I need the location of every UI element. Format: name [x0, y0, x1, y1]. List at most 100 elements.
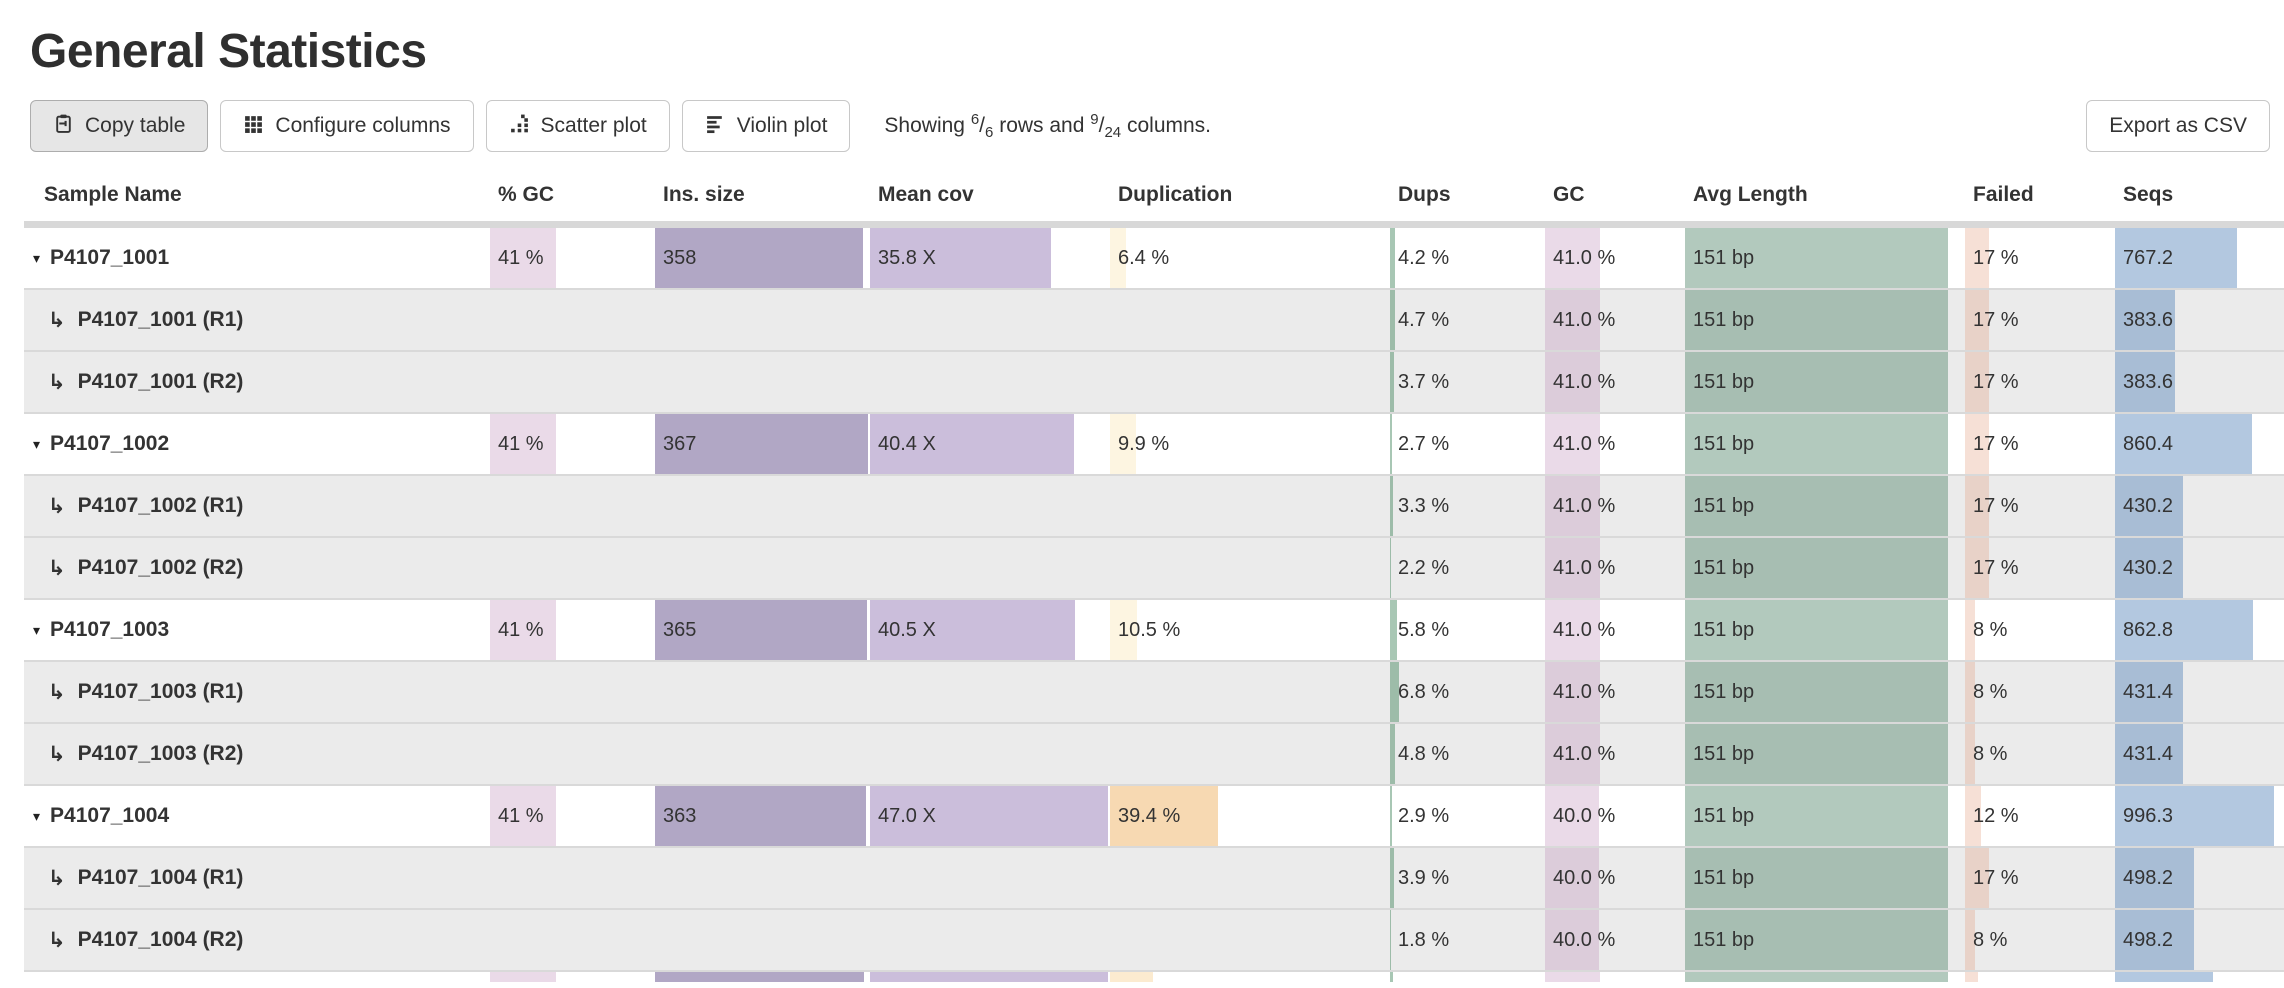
- column-header-duplication[interactable]: Duplication: [1118, 183, 1233, 206]
- cell-mean_cov: 47.0 X: [870, 786, 1110, 846]
- cell-bar: [1545, 786, 1599, 846]
- scatter-plot-button[interactable]: Scatter plot: [485, 100, 670, 152]
- cell-ins_size: [655, 848, 870, 908]
- configure-columns-label: Configure columns: [275, 114, 451, 137]
- cell-bar: [1545, 972, 1601, 982]
- cell-bar: [1965, 724, 1975, 784]
- cell-value: 17 %: [1973, 494, 2019, 517]
- column-header-dups[interactable]: Dups: [1398, 183, 1451, 206]
- cell-value: 6.4 %: [1118, 246, 1170, 269]
- cell-bar: [1965, 972, 1978, 982]
- cell-bar: [1545, 848, 1599, 908]
- sample-name: P4107_1003 (R1): [77, 680, 244, 703]
- expand-icon[interactable]: ▾: [33, 435, 41, 452]
- column-header-avg_length[interactable]: Avg Length: [1693, 183, 1808, 206]
- cell-value: 41.0 %: [1553, 618, 1616, 641]
- cell-bar: [2115, 662, 2183, 722]
- sample-cell: ↳ P4107_1004 (R1): [24, 848, 490, 908]
- column-header-failed[interactable]: Failed: [1973, 183, 2034, 206]
- cell-bar: [655, 972, 864, 982]
- expand-icon[interactable]: ▾: [33, 621, 41, 638]
- cell-mean_cov: [870, 662, 1110, 722]
- cell-ins_size: 358: [655, 228, 870, 288]
- cell-bar: [1390, 600, 1397, 660]
- cell-gc: 41.0 %: [1545, 476, 1685, 536]
- cell-dups: 6.8 %: [1390, 662, 1545, 722]
- cell-bar: [2115, 848, 2194, 908]
- column-header-seqs[interactable]: Seqs: [2123, 183, 2174, 206]
- cell-failed: 17 %: [1965, 538, 2115, 598]
- expand-icon[interactable]: ▾: [33, 807, 41, 824]
- cell-gc: 41.0 %: [1545, 352, 1685, 412]
- cell-bar: [1685, 290, 1948, 350]
- cell-gc: [1545, 972, 1685, 982]
- cell-seqs: 996.3: [2115, 786, 2284, 846]
- subsample-arrow-icon: ↳: [48, 928, 66, 952]
- cell-dups: 4.8 %: [1390, 724, 1545, 784]
- cell-gc: 41.0 %: [1545, 538, 1685, 598]
- cell-failed: 8 %: [1965, 724, 2115, 784]
- copy-table-button[interactable]: Copy table: [30, 100, 209, 152]
- column-header-gc[interactable]: GC: [1553, 183, 1585, 206]
- cell-bar: [1685, 662, 1948, 722]
- cell-bar: [490, 228, 556, 288]
- cell-bar: [1965, 352, 1989, 412]
- cell-value: 431.4: [2123, 742, 2174, 765]
- cell-value: 151 bp: [1693, 742, 1755, 765]
- cell-ins_size: [655, 972, 870, 982]
- violin-plot-button[interactable]: Violin plot: [681, 100, 851, 152]
- cell-bar: [2115, 600, 2253, 660]
- cell-value: 498.2: [2123, 928, 2174, 951]
- configure-columns-button[interactable]: Configure columns: [220, 100, 474, 152]
- sample-cell: ↳ P4107_1002 (R2): [24, 538, 490, 598]
- cell-gc_pct: [490, 972, 655, 982]
- expand-icon[interactable]: ▾: [33, 249, 41, 266]
- cell-failed: 17 %: [1965, 228, 2115, 288]
- cell-bar: [2115, 972, 2213, 982]
- cell-bar: [2115, 724, 2183, 784]
- export-csv-button[interactable]: Export as CSV: [2086, 100, 2270, 152]
- cell-ins_size: [655, 724, 870, 784]
- cell-bar: [1390, 414, 1393, 474]
- cell-dups: [1390, 972, 1545, 982]
- copy-table-label: Copy table: [85, 114, 186, 137]
- cell-value: 8 %: [1973, 680, 2008, 703]
- cell-bar: [1390, 476, 1394, 536]
- column-header-mean_cov[interactable]: Mean cov: [878, 183, 974, 206]
- cell-gc: 40.0 %: [1545, 848, 1685, 908]
- cell-bar: [1965, 662, 1975, 722]
- cell-bar: [1965, 228, 1989, 288]
- column-header-sample[interactable]: Sample Name: [44, 183, 182, 206]
- cell-bar: [1545, 600, 1601, 660]
- cell-value: 151 bp: [1693, 928, 1755, 951]
- cell-bar: [1965, 600, 1975, 660]
- column-header-gc_pct[interactable]: % GC: [498, 183, 555, 206]
- cell-gc: 41.0 %: [1545, 600, 1685, 660]
- cell-value: 363: [663, 804, 697, 827]
- cell-value: 17 %: [1973, 866, 2019, 889]
- cell-gc: 41.0 %: [1545, 414, 1685, 474]
- violin-icon: [705, 113, 726, 140]
- cell-bar: [490, 414, 556, 474]
- cell-value: 41.0 %: [1553, 680, 1616, 703]
- cell-gc_pct: [490, 662, 655, 722]
- cell-value: 862.8: [2123, 618, 2174, 641]
- cell-avg_length: 151 bp: [1685, 290, 1965, 350]
- table-row: ↳ P4107_1003 (R2) 4.8 % 41.0 % 151 bp 8 % 431.…: [24, 724, 2284, 786]
- cell-value: 17 %: [1973, 246, 2019, 269]
- cell-bar: [1965, 910, 1975, 970]
- cell-value: 41.0 %: [1553, 494, 1616, 517]
- column-header-ins_size[interactable]: Ins. size: [663, 183, 745, 206]
- cell-value: 9.9 %: [1118, 432, 1170, 455]
- cell-value: 4.8 %: [1398, 742, 1450, 765]
- cell-bar: [490, 600, 556, 660]
- cell-bar: [1965, 538, 1989, 598]
- cell-avg_length: 151 bp: [1685, 600, 1965, 660]
- cell-avg_length: 151 bp: [1685, 228, 1965, 288]
- cell-dups: 3.3 %: [1390, 476, 1545, 536]
- cell-value: 151 bp: [1693, 308, 1755, 331]
- showing-summary: Showing 6/6 rows and 9/24 columns.: [884, 111, 1212, 142]
- cell-avg_length: [1685, 972, 1965, 982]
- cell-bar: [1685, 414, 1948, 474]
